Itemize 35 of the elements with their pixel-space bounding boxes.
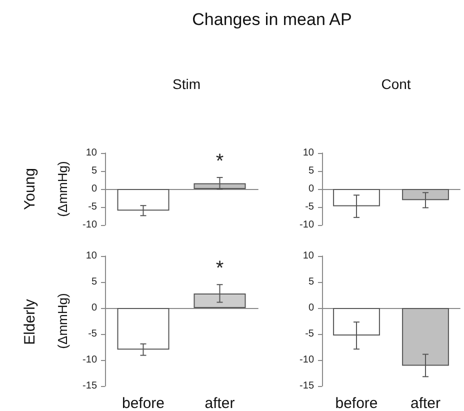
y-tick-label: -10 xyxy=(300,220,314,230)
y-tick-label: 0 xyxy=(308,184,314,194)
y-tick-label: -15 xyxy=(82,380,98,392)
y-tick-label: 10 xyxy=(86,148,98,158)
x-tick-label: before xyxy=(335,395,378,411)
annotation: * xyxy=(216,258,224,280)
y-axis-title: (ΔmmHg) xyxy=(55,161,70,217)
x-tick-label: before xyxy=(122,395,165,411)
y-tick-label: 10 xyxy=(86,250,98,262)
y-tick-label: 0 xyxy=(91,302,98,314)
chart-title: Cont xyxy=(381,76,411,92)
y-tick-label: -10 xyxy=(300,354,314,366)
y-tick-label: 0 xyxy=(91,184,98,194)
y-tick-label: -10 xyxy=(82,220,98,230)
y-tick-label: -5 xyxy=(88,328,98,340)
y-tick-label: -5 xyxy=(305,202,314,212)
text: Elderly xyxy=(22,298,38,344)
y-tick-label: 5 xyxy=(308,276,314,288)
y-tick-label: -15 xyxy=(300,380,314,392)
y-tick-label: 0 xyxy=(308,302,314,314)
text: Changes in mean AP xyxy=(191,10,353,30)
x-tick-label: after xyxy=(204,395,235,411)
annotation: * xyxy=(216,150,224,172)
y-tick-label: 5 xyxy=(308,166,314,176)
text: Young xyxy=(22,168,38,210)
y-tick-label: -5 xyxy=(88,202,98,212)
y-tick-label: 10 xyxy=(302,148,314,158)
y-tick-label: 10 xyxy=(302,250,314,262)
y-axis-title: (ΔmmHg) xyxy=(55,293,70,349)
chart-title: Stim xyxy=(172,76,200,92)
y-tick-label: 5 xyxy=(91,166,98,176)
y-tick-label: -5 xyxy=(305,328,314,340)
x-tick-label: after xyxy=(410,395,441,411)
y-tick-label: 5 xyxy=(91,276,98,288)
y-tick-label: -10 xyxy=(82,354,98,366)
